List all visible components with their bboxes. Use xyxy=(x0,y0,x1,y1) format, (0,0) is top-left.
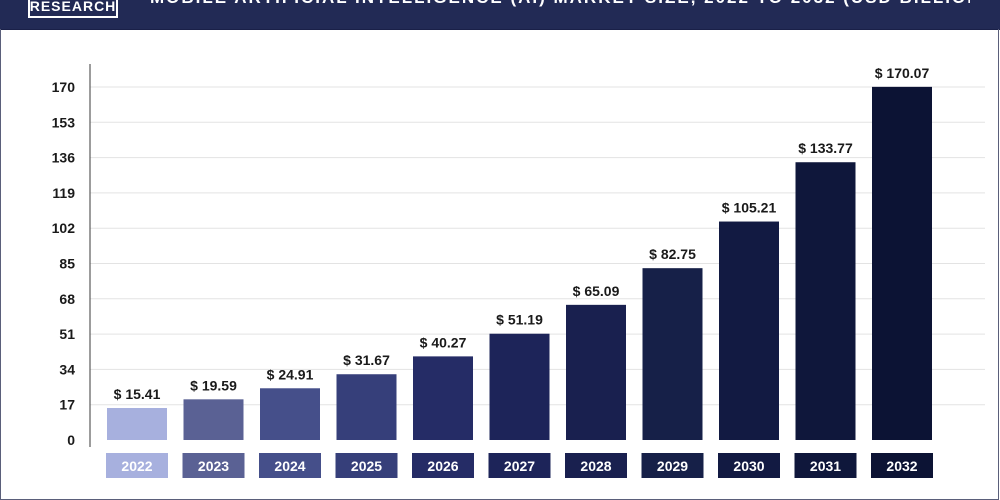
category-label-box xyxy=(794,453,857,478)
x-tick-label: 2022 xyxy=(121,458,152,474)
x-tick-label: 2025 xyxy=(351,458,382,474)
brand-logo: RESEARCH xyxy=(28,0,118,18)
x-tick-label: 2028 xyxy=(580,458,611,474)
bar xyxy=(336,374,397,440)
bar xyxy=(719,221,779,440)
y-tick-label: 119 xyxy=(52,185,75,201)
data-label: $ 24.91 xyxy=(267,366,314,382)
y-tick-label: 153 xyxy=(52,114,76,130)
category-label-box xyxy=(871,453,933,478)
bar xyxy=(872,86,932,440)
x-tick-label: 2027 xyxy=(504,458,535,474)
chart-title: MOBILE ARTIFICIAL INTELLIGENCE (AI) MARK… xyxy=(150,0,970,8)
x-tick-label: 2029 xyxy=(657,458,688,474)
y-tick-label: 0 xyxy=(67,432,75,448)
data-label: $ 19.59 xyxy=(190,377,237,393)
category-label-box xyxy=(718,453,780,478)
y-tick-label: 102 xyxy=(52,220,76,236)
data-label: $ 105.21 xyxy=(722,200,777,216)
bar xyxy=(413,356,473,440)
y-tick-label: 170 xyxy=(52,79,76,95)
category-label-box xyxy=(412,453,474,478)
x-tick-label: 2030 xyxy=(733,458,764,474)
bar xyxy=(795,162,856,440)
bar xyxy=(107,408,167,440)
category-label-box xyxy=(106,453,168,478)
y-tick-label: 17 xyxy=(59,397,75,413)
bar xyxy=(566,304,626,440)
x-tick-label: 2026 xyxy=(427,458,458,474)
data-label: $ 51.19 xyxy=(496,312,543,328)
y-tick-label: 68 xyxy=(59,291,75,307)
x-tick-label: 2023 xyxy=(198,458,229,474)
y-tick-label: 136 xyxy=(52,150,76,166)
y-tick-label: 85 xyxy=(59,256,75,272)
data-label: $ 133.77 xyxy=(798,140,853,156)
data-label: $ 170.07 xyxy=(875,65,930,81)
y-tick-label: 51 xyxy=(59,326,75,342)
data-label: $ 40.27 xyxy=(420,334,467,350)
x-tick-label: 2031 xyxy=(810,458,841,474)
category-label-box xyxy=(182,453,245,478)
category-label-box xyxy=(641,453,704,478)
bar xyxy=(183,399,244,440)
data-label: $ 31.67 xyxy=(343,352,390,368)
data-label: $ 65.09 xyxy=(573,283,620,299)
category-label-box xyxy=(259,453,321,478)
category-label-box xyxy=(565,453,627,478)
logo-text: RESEARCH xyxy=(29,0,117,14)
data-label: $ 15.41 xyxy=(114,386,161,402)
category-label-box xyxy=(488,453,551,478)
category-label-box xyxy=(335,453,398,478)
data-label: $ 82.75 xyxy=(649,246,696,262)
bar xyxy=(489,333,550,440)
x-tick-label: 2032 xyxy=(886,458,917,474)
x-tick-label: 2024 xyxy=(274,458,305,474)
y-tick-label: 34 xyxy=(59,361,75,377)
bar xyxy=(260,388,320,440)
header-bar: RESEARCH MOBILE ARTIFICIAL INTELLIGENCE … xyxy=(0,0,1000,30)
bar xyxy=(642,268,703,440)
